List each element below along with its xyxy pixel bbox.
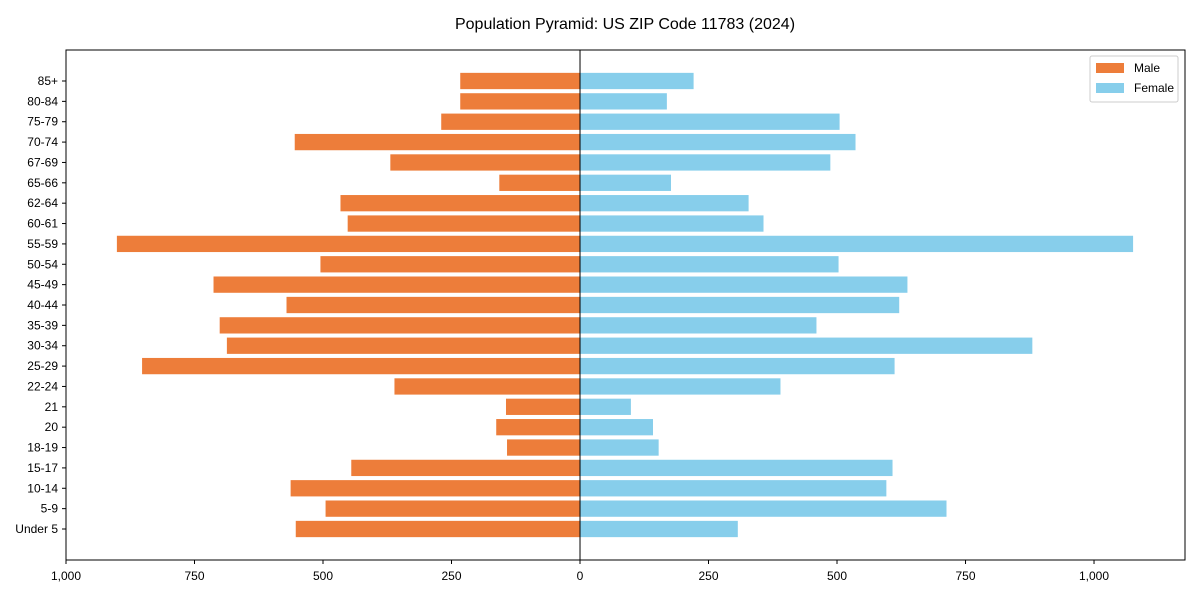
y-tick-label: 25-29 xyxy=(27,359,58,373)
bar-male-18 xyxy=(507,439,581,456)
bar-female-15 xyxy=(580,378,781,395)
legend-label-female: Female xyxy=(1134,81,1174,95)
bar-female-22 xyxy=(580,520,738,538)
y-tick-label: 75-79 xyxy=(27,115,58,129)
bar-female-9 xyxy=(580,256,839,273)
y-tick-label: 40-44 xyxy=(27,298,58,312)
y-tick-label: 18-19 xyxy=(27,441,58,455)
chart-title: Population Pyramid: US ZIP Code 11783 (2… xyxy=(455,16,795,33)
bar-female-20 xyxy=(580,480,887,497)
y-tick-label: 35-39 xyxy=(27,318,58,332)
y-tick-label: 62-64 xyxy=(27,196,58,210)
y-tick-label: 50-54 xyxy=(27,257,58,271)
bar-male-16 xyxy=(505,398,581,415)
x-tick-label: 750 xyxy=(956,569,976,583)
y-tick-label: 45-49 xyxy=(27,278,58,292)
bar-male-13 xyxy=(226,337,581,354)
x-tick-label: 0 xyxy=(577,569,584,583)
y-tick-label: 55-59 xyxy=(27,237,58,251)
bar-male-17 xyxy=(496,419,581,436)
y-tick-label: 70-74 xyxy=(27,135,58,149)
bar-female-7 xyxy=(580,215,764,232)
bar-female-14 xyxy=(580,357,895,375)
y-tick-label: 21 xyxy=(45,400,59,414)
bar-female-19 xyxy=(580,459,893,477)
legend-swatch-male xyxy=(1096,63,1124,73)
bar-female-12 xyxy=(580,317,817,334)
x-tick-label: 250 xyxy=(441,569,461,583)
legend: Male Female xyxy=(1089,55,1179,103)
bar-male-8 xyxy=(116,235,581,253)
bar-male-14 xyxy=(142,357,581,375)
bar-male-9 xyxy=(320,256,581,273)
bar-female-16 xyxy=(580,398,631,415)
bar-male-5 xyxy=(499,174,581,191)
bar-female-2 xyxy=(580,113,840,130)
bar-female-1 xyxy=(580,93,667,110)
bar-male-15 xyxy=(394,378,581,395)
bar-male-11 xyxy=(286,296,581,314)
y-tick-label: 30-34 xyxy=(27,339,58,353)
bar-female-3 xyxy=(580,133,856,151)
bar-male-4 xyxy=(390,154,581,171)
bar-male-12 xyxy=(219,317,581,334)
bar-male-21 xyxy=(325,500,581,517)
bar-male-6 xyxy=(340,195,581,212)
bar-male-10 xyxy=(213,276,581,293)
bar-male-1 xyxy=(460,93,581,110)
x-tick-label: 1,000 xyxy=(1079,569,1109,583)
bar-female-13 xyxy=(580,337,1033,354)
bar-male-0 xyxy=(460,72,581,90)
x-tick-label: 750 xyxy=(184,569,204,583)
y-tick-label: 85+ xyxy=(38,74,58,88)
y-tick-label: Under 5 xyxy=(15,522,58,536)
bar-female-6 xyxy=(580,195,749,212)
y-tick-label: 60-61 xyxy=(27,217,58,231)
x-tick-label: 1,000 xyxy=(51,569,81,583)
x-tick-label: 500 xyxy=(313,569,333,583)
bar-female-8 xyxy=(580,235,1134,253)
bar-female-17 xyxy=(580,419,653,436)
bar-female-0 xyxy=(580,72,694,90)
bar-female-18 xyxy=(580,439,659,456)
y-tick-label: 22-24 xyxy=(27,379,58,393)
bar-female-11 xyxy=(580,296,900,314)
bar-male-19 xyxy=(351,459,581,477)
plot-frame xyxy=(65,49,1186,561)
y-tick-label: 20 xyxy=(45,420,59,434)
y-tick-label: 15-17 xyxy=(27,461,58,475)
legend-label-male: Male xyxy=(1134,61,1160,75)
y-tick-label: 67-69 xyxy=(27,155,58,169)
y-tick-label: 80-84 xyxy=(27,94,58,108)
y-tick-label: 10-14 xyxy=(27,481,58,495)
y-tick-label: 5-9 xyxy=(41,502,59,516)
bar-female-21 xyxy=(580,500,947,517)
x-tick-label: 500 xyxy=(827,569,847,583)
y-tick-label: 65-66 xyxy=(27,176,58,190)
bar-male-3 xyxy=(294,133,581,151)
legend-swatch-female xyxy=(1096,83,1124,93)
bar-male-22 xyxy=(295,520,581,538)
bar-male-7 xyxy=(347,215,581,232)
x-tick-label: 250 xyxy=(698,569,718,583)
bar-male-2 xyxy=(441,113,581,130)
bar-female-4 xyxy=(580,154,831,171)
bar-female-10 xyxy=(580,276,908,293)
bar-female-5 xyxy=(580,174,671,191)
bar-male-20 xyxy=(290,480,581,497)
